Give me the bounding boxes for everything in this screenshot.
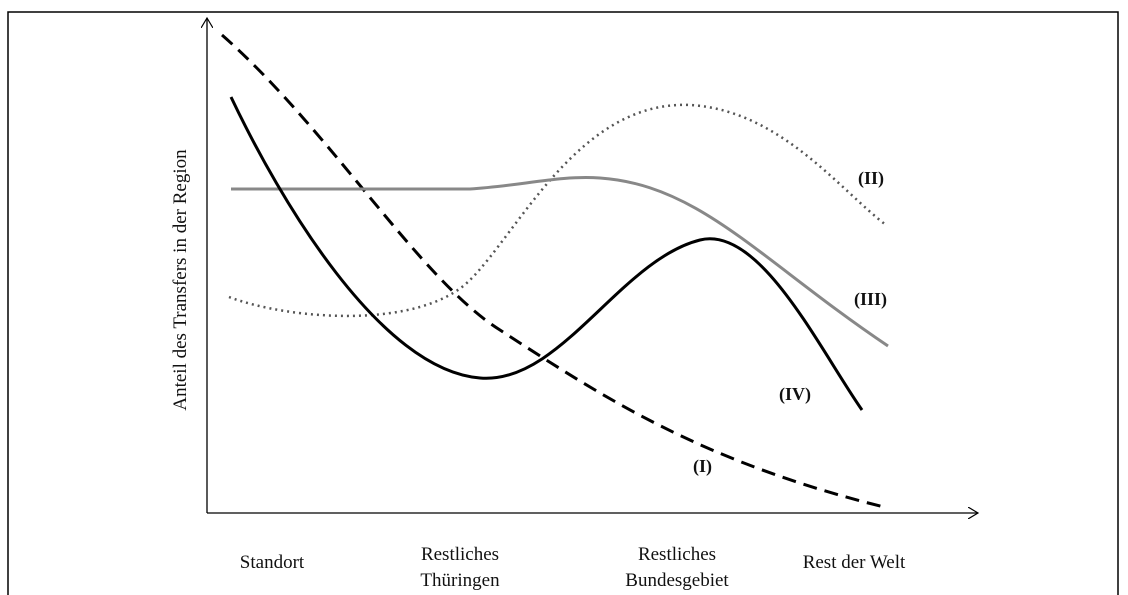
curve-label: (IV) (779, 384, 811, 405)
curve-i (221, 33, 889, 510)
curve-ii (228, 103, 887, 318)
y-axis-label: Anteil des Transfers in der Region (170, 149, 191, 411)
curve-iv (229, 96, 864, 411)
category-label: Bundesgebiet (625, 570, 729, 591)
curve-label: (II) (858, 168, 884, 189)
curve-label: (I) (693, 456, 712, 477)
category-label: Thüringen (420, 570, 500, 591)
frame (7, 11, 1119, 595)
category-label: Rest der Welt (803, 552, 906, 573)
category-label: Restliches (638, 544, 716, 565)
category-label: Restliches (421, 544, 499, 565)
curve-label: (III) (854, 289, 887, 310)
curve-iii (231, 176, 889, 348)
category-label: Standort (240, 552, 305, 573)
